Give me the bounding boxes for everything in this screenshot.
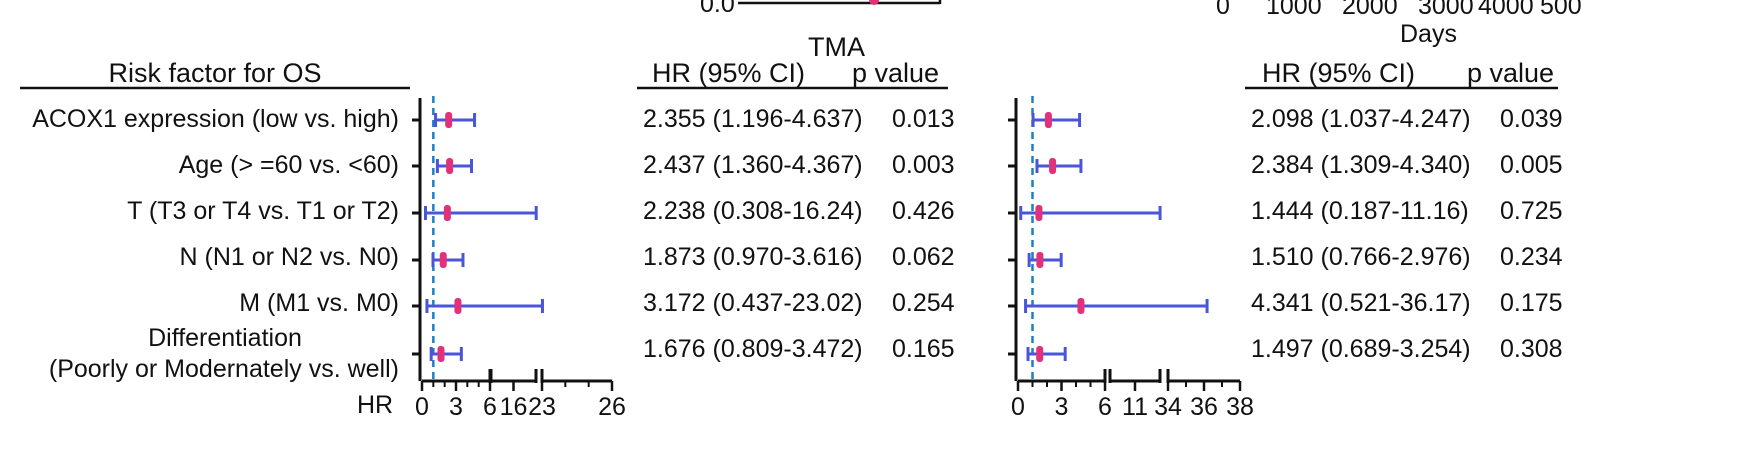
left-p-text: 0.254 bbox=[892, 289, 955, 317]
tick-label: 4000 bbox=[1478, 0, 1534, 20]
left-ci-text: 2.355 (1.196-4.637) bbox=[643, 105, 863, 133]
hr-point bbox=[454, 298, 462, 314]
risk-factor-header: Risk factor for OS bbox=[108, 58, 322, 88]
right-p-text: 0.308 bbox=[1500, 335, 1563, 363]
right-p-text: 0.005 bbox=[1500, 151, 1563, 179]
left-p-text: 0.062 bbox=[892, 243, 955, 271]
row-label: Age (> =60 vs. <60) bbox=[178, 151, 399, 179]
hr-point bbox=[446, 158, 454, 174]
x-tick-label: 11 bbox=[1122, 393, 1148, 421]
row-label: N (N1 or N2 vs. N0) bbox=[179, 243, 399, 271]
x-tick-label: 34 bbox=[1154, 393, 1182, 421]
x-tick-label: 26 bbox=[598, 393, 626, 421]
left-ci-text: 2.238 (0.308-16.24) bbox=[643, 197, 863, 225]
x-tick-label: 0 bbox=[415, 393, 429, 421]
hr-point bbox=[439, 252, 447, 268]
row-label: T (T3 or T4 vs. T1 or T2) bbox=[127, 197, 399, 225]
left-p-text: 0.003 bbox=[892, 151, 955, 179]
x-tick-label: 16 bbox=[500, 393, 528, 421]
left-p-text: 0.013 bbox=[892, 105, 955, 133]
hr-point bbox=[1036, 346, 1044, 362]
left-x-axis-label: HR bbox=[357, 391, 394, 419]
left-p-text: 0.426 bbox=[892, 197, 955, 225]
right-p-text: 0.234 bbox=[1500, 243, 1563, 271]
x-tick-label: 0 bbox=[1011, 393, 1025, 421]
hr-point bbox=[1044, 112, 1052, 128]
x-tick-label: 6 bbox=[1098, 393, 1112, 421]
left-hr-header: HR (95% CI) bbox=[652, 58, 806, 88]
tick-label: 0 bbox=[1216, 0, 1230, 20]
x-tick-label: 3 bbox=[449, 393, 463, 421]
left-ci-text: 1.873 (0.970-3.616) bbox=[643, 243, 863, 271]
x-tick-label: 6 bbox=[483, 393, 497, 421]
right-hr-header: HR (95% CI) bbox=[1262, 58, 1416, 88]
tick-label: 1000 bbox=[1266, 0, 1322, 20]
row-label-line2: (Poorly or Modernately vs. well) bbox=[48, 355, 399, 383]
tick-label: 2000 bbox=[1342, 0, 1398, 20]
row-label-line1: Differentiation bbox=[148, 324, 302, 352]
left-ci-text: 2.437 (1.360-4.367) bbox=[643, 151, 863, 179]
right-ci-text: 4.341 (0.521-36.17) bbox=[1251, 289, 1471, 317]
right-ci-text: 1.444 (0.187-11.16) bbox=[1251, 197, 1469, 225]
tick-label: 500 bbox=[1540, 0, 1582, 20]
top-fragment-marker bbox=[869, 0, 879, 5]
hr-point bbox=[437, 346, 445, 362]
right-p-header: p value bbox=[1467, 58, 1555, 88]
hr-point bbox=[1035, 205, 1043, 221]
hr-point bbox=[1036, 252, 1044, 268]
left-ci-text: 3.172 (0.437-23.02) bbox=[643, 289, 863, 317]
right-p-text: 0.039 bbox=[1500, 105, 1563, 133]
top-right-axis-label: Days bbox=[1400, 20, 1457, 48]
right-ci-text: 1.497 (0.689-3.254) bbox=[1251, 335, 1471, 363]
hr-point bbox=[1077, 298, 1085, 314]
hr-point bbox=[445, 112, 453, 128]
right-ci-text: 1.510 (0.766-2.976) bbox=[1251, 243, 1471, 271]
hr-point bbox=[1049, 158, 1057, 174]
row-label: M (M1 vs. M0) bbox=[239, 289, 399, 317]
tick-label: 3000 bbox=[1418, 0, 1474, 20]
right-ci-text: 2.384 (1.309-4.340) bbox=[1251, 151, 1471, 179]
right-p-text: 0.175 bbox=[1500, 289, 1563, 317]
x-tick-label: 23 bbox=[528, 393, 556, 421]
left-p-header: p value bbox=[852, 58, 940, 88]
right-p-text: 0.725 bbox=[1500, 197, 1563, 225]
left-subtitle: TMA bbox=[808, 32, 865, 62]
x-tick-label: 38 bbox=[1226, 393, 1254, 421]
row-label: ACOX1 expression (low vs. high) bbox=[32, 105, 399, 133]
left-p-text: 0.165 bbox=[892, 335, 955, 363]
left-ci-text: 1.676 (0.809-3.472) bbox=[643, 335, 863, 363]
x-tick-label: 3 bbox=[1055, 393, 1069, 421]
right-ci-text: 2.098 (1.037-4.247) bbox=[1251, 105, 1471, 133]
hr-point bbox=[443, 205, 451, 221]
x-tick-label: 36 bbox=[1190, 393, 1218, 421]
top-left-axis-tick: 0.0 bbox=[700, 0, 735, 18]
